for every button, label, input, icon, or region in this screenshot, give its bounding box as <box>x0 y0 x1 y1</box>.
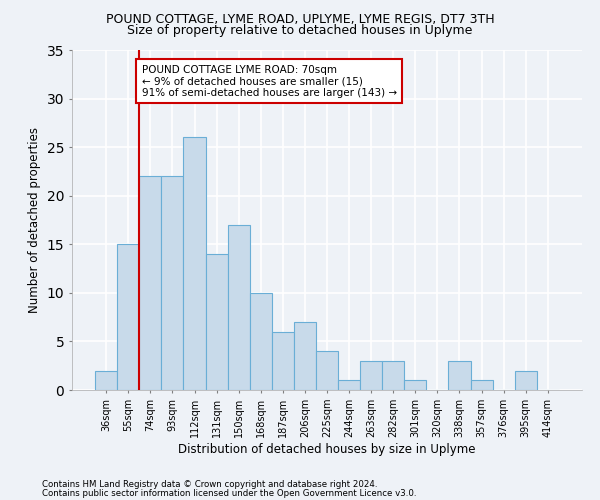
Text: POUND COTTAGE, LYME ROAD, UPLYME, LYME REGIS, DT7 3TH: POUND COTTAGE, LYME ROAD, UPLYME, LYME R… <box>106 12 494 26</box>
Bar <box>448 361 470 390</box>
Text: Contains HM Land Registry data © Crown copyright and database right 2024.: Contains HM Land Registry data © Crown c… <box>42 480 377 489</box>
Bar <box>206 254 227 390</box>
Bar <box>184 138 206 390</box>
Bar <box>338 380 360 390</box>
Bar <box>139 176 161 390</box>
Bar <box>316 351 338 390</box>
Text: Size of property relative to detached houses in Uplyme: Size of property relative to detached ho… <box>127 24 473 37</box>
Bar <box>161 176 184 390</box>
Bar <box>404 380 427 390</box>
Bar <box>294 322 316 390</box>
Y-axis label: Number of detached properties: Number of detached properties <box>28 127 41 313</box>
Bar <box>95 370 117 390</box>
X-axis label: Distribution of detached houses by size in Uplyme: Distribution of detached houses by size … <box>178 442 476 456</box>
Bar <box>272 332 294 390</box>
Bar <box>250 293 272 390</box>
Text: Contains public sector information licensed under the Open Government Licence v3: Contains public sector information licen… <box>42 488 416 498</box>
Bar <box>470 380 493 390</box>
Bar <box>382 361 404 390</box>
Bar <box>117 244 139 390</box>
Bar <box>227 225 250 390</box>
Bar <box>515 370 537 390</box>
Text: POUND COTTAGE LYME ROAD: 70sqm
← 9% of detached houses are smaller (15)
91% of s: POUND COTTAGE LYME ROAD: 70sqm ← 9% of d… <box>142 64 397 98</box>
Bar <box>360 361 382 390</box>
